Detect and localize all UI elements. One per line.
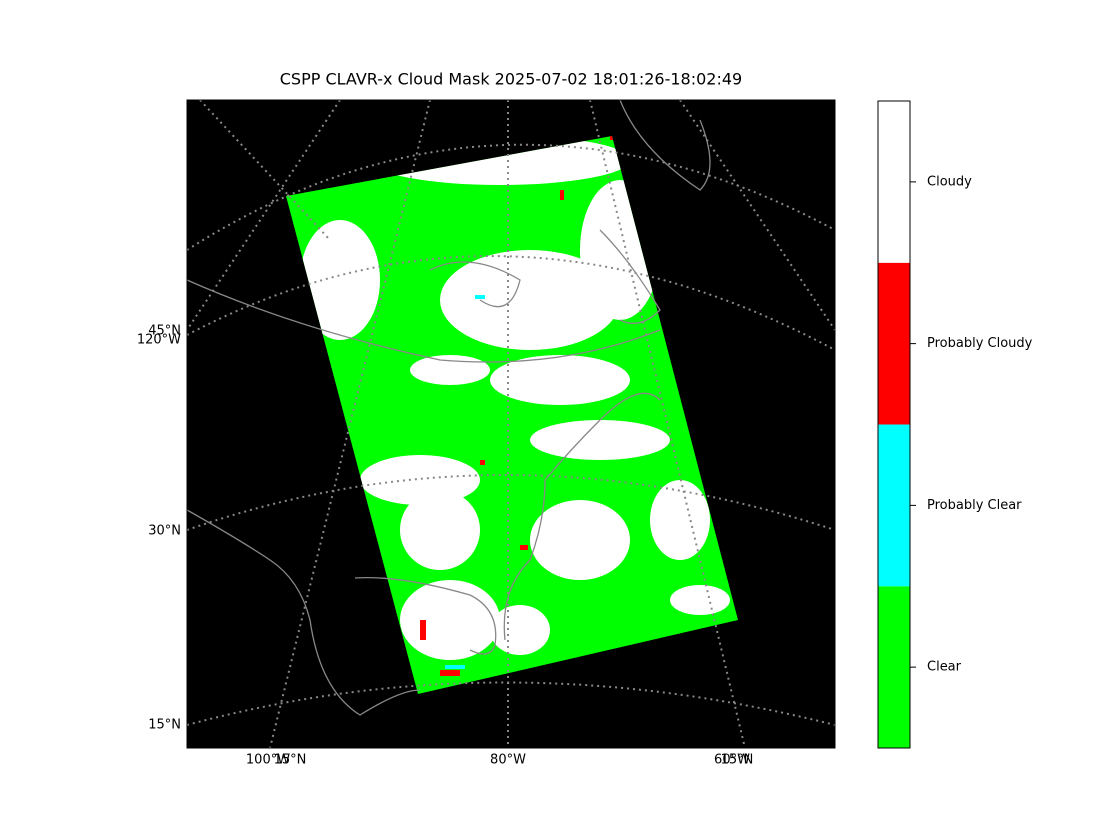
lat-label: 30°N xyxy=(148,524,181,539)
map-title: CSPP CLAVR-x Cloud Mask 2025-07-02 18:01… xyxy=(280,70,742,89)
colorbar-segment xyxy=(878,262,910,425)
colorbar-label: Clear xyxy=(927,660,962,675)
colorbar-frame xyxy=(877,100,911,749)
probably-cloudy-specks xyxy=(420,136,614,676)
map-labels: 45°N 120°W 30°N 15°N 100°W 15°N 80°W 60°… xyxy=(137,324,754,768)
lat-label: 15°N xyxy=(274,753,307,768)
colorbar-label: Probably Clear xyxy=(927,498,1022,513)
lon-label: 80°W xyxy=(490,753,526,768)
coastlines xyxy=(187,100,711,716)
lat-label: 15°N xyxy=(721,753,754,768)
lat-label: 15°N xyxy=(148,718,181,733)
lon-label: 120°W xyxy=(137,333,181,348)
colorbar-label: Cloudy xyxy=(927,174,972,189)
map xyxy=(187,100,835,748)
colorbar-segment xyxy=(878,586,910,748)
colorbar-segment xyxy=(878,424,910,587)
lat-label: 45°N xyxy=(148,324,181,339)
colorbar: Clear Probably Clear Probably Cloudy Cloudy xyxy=(877,100,1033,749)
lon-label: 60°W xyxy=(714,753,750,768)
colorbar-label: Probably Cloudy xyxy=(927,336,1033,351)
lon-label: 100°W xyxy=(246,753,290,768)
colorbar-segment xyxy=(878,101,910,263)
probably-clear-specks xyxy=(445,295,485,669)
graticule xyxy=(187,100,835,748)
